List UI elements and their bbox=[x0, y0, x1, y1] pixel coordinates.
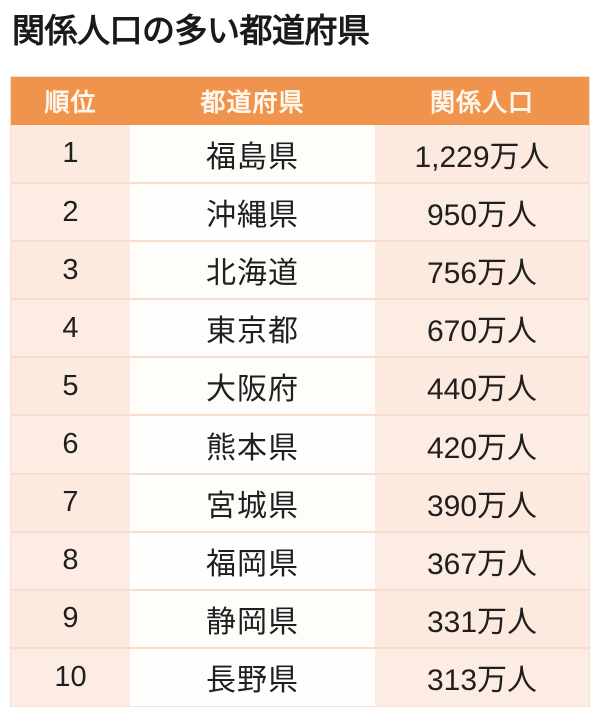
cell-prefecture: 沖縄県 bbox=[130, 182, 375, 242]
table-row: 1 福島県 1,229万人 bbox=[11, 125, 589, 184]
table-row: 10 長野県 313万人 bbox=[11, 646, 589, 706]
table-header: 順位 都道府県 関係人口 bbox=[11, 77, 589, 125]
table-row: 9 静岡県 331万人 bbox=[11, 588, 589, 648]
cell-rank: 3 bbox=[11, 240, 130, 300]
cell-population: 367万人 bbox=[375, 530, 589, 590]
cell-population: 313万人 bbox=[375, 646, 589, 706]
cell-rank: 9 bbox=[11, 588, 130, 648]
cell-prefecture: 静岡県 bbox=[130, 588, 375, 648]
cell-population: 1,229万人 bbox=[375, 125, 589, 184]
cell-prefecture: 北海道 bbox=[130, 240, 375, 300]
table-row: 5 大阪府 440万人 bbox=[11, 356, 589, 416]
table-row: 7 宮城県 390万人 bbox=[11, 472, 589, 532]
cell-prefecture: 長野県 bbox=[130, 646, 375, 706]
cell-prefecture: 福岡県 bbox=[130, 530, 375, 590]
table-row: 3 北海道 756万人 bbox=[11, 240, 589, 300]
column-header-rank: 順位 bbox=[11, 77, 130, 125]
cell-rank: 6 bbox=[11, 414, 130, 474]
table-row: 4 東京都 670万人 bbox=[11, 298, 589, 358]
table-body: 1 福島県 1,229万人 2 沖縄県 950万人 3 北海道 756万人 4 … bbox=[11, 125, 589, 706]
cell-rank: 4 bbox=[11, 298, 130, 358]
column-header-prefecture: 都道府県 bbox=[130, 77, 375, 125]
cell-population: 420万人 bbox=[375, 414, 589, 474]
cell-prefecture: 大阪府 bbox=[130, 356, 375, 416]
table-row: 6 熊本県 420万人 bbox=[11, 414, 589, 474]
cell-rank: 1 bbox=[11, 125, 130, 184]
cell-prefecture: 宮城県 bbox=[130, 472, 375, 532]
cell-rank: 2 bbox=[11, 182, 130, 242]
ranking-table-container: 順位 都道府県 関係人口 1 福島県 1,229万人 2 沖縄県 950万人 3 bbox=[10, 76, 590, 707]
page-title: 関係人口の多い都道府県 bbox=[12, 12, 370, 49]
cell-prefecture: 東京都 bbox=[130, 298, 375, 358]
cell-prefecture: 福島県 bbox=[130, 125, 375, 184]
column-header-population: 関係人口 bbox=[375, 77, 589, 125]
cell-prefecture: 熊本県 bbox=[130, 414, 375, 474]
table-row: 2 沖縄県 950万人 bbox=[11, 182, 589, 242]
cell-population: 440万人 bbox=[375, 356, 589, 416]
cell-rank: 7 bbox=[11, 472, 130, 532]
ranking-table: 順位 都道府県 関係人口 1 福島県 1,229万人 2 沖縄県 950万人 3 bbox=[11, 77, 589, 706]
cell-population: 756万人 bbox=[375, 240, 589, 300]
cell-population: 950万人 bbox=[375, 182, 589, 242]
cell-population: 670万人 bbox=[375, 298, 589, 358]
cell-population: 331万人 bbox=[375, 588, 589, 648]
table-header-row: 順位 都道府県 関係人口 bbox=[11, 77, 589, 125]
table-row: 8 福岡県 367万人 bbox=[11, 530, 589, 590]
cell-rank: 8 bbox=[11, 530, 130, 590]
cell-population: 390万人 bbox=[375, 472, 589, 532]
cell-rank: 5 bbox=[11, 356, 130, 416]
cell-rank: 10 bbox=[11, 646, 130, 706]
